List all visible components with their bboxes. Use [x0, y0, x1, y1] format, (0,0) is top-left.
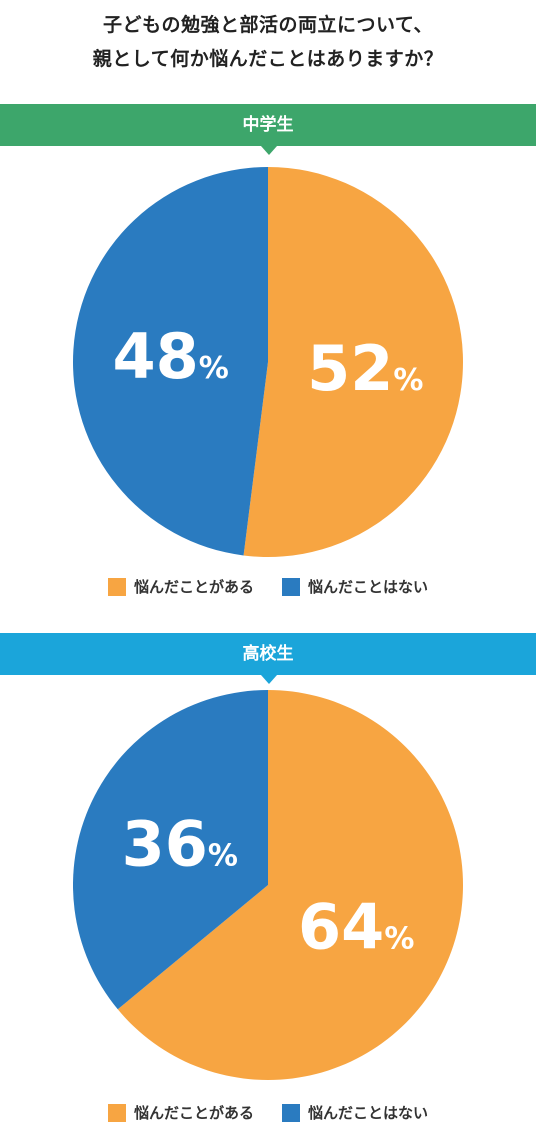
legend-swatch-orange	[107, 1103, 126, 1122]
pie-slice-label: 52%	[307, 332, 423, 405]
pie-slice-label: 64%	[298, 891, 414, 964]
legend-swatch-blue	[282, 577, 300, 596]
pie-slice-aru	[117, 690, 464, 1080]
legend-swatch-blue	[282, 1103, 300, 1122]
pie-chart-junior-high: 52% 48%	[72, 167, 463, 557]
pie-chart-high-school: 64% 36%	[73, 690, 464, 1080]
pie-slice-nai	[73, 690, 269, 1010]
legend-label: 悩んだことがある	[133, 578, 254, 596]
chart-title-high-school: 高校生	[242, 644, 294, 664]
legend-item-nai: 悩んだことはない	[282, 1102, 428, 1123]
legend-item-aru: 悩んだことがある	[107, 1102, 254, 1123]
title-line-1: 子どもの勉強と部活の両立について、	[103, 14, 433, 36]
legend-label: 悩んだことはない	[308, 1104, 429, 1122]
banner-pointer	[261, 675, 277, 684]
legend-high-school: 悩んだことがある 悩んだことはない	[0, 1102, 536, 1123]
pie-slice-nai	[72, 167, 268, 556]
pie-slice-label: 48%	[113, 320, 229, 393]
legend-label: 悩んだことはない	[308, 578, 429, 596]
banner-pointer	[261, 146, 277, 155]
chart-title-junior-high: 中学生	[242, 115, 294, 135]
pie-slice-label: 36%	[122, 807, 238, 880]
legend-junior-high: 悩んだことがある 悩んだことはない	[0, 576, 536, 597]
pie-slice-aru	[243, 167, 463, 557]
title-line-2: 親として何か悩んだことはありますか？	[92, 48, 444, 70]
legend-swatch-orange	[107, 577, 126, 596]
legend-item-nai: 悩んだことはない	[282, 576, 428, 597]
legend-item-aru: 悩んだことがある	[107, 576, 254, 597]
chart-banner-high-school: 高校生	[0, 633, 536, 684]
legend-label: 悩んだことがある	[133, 1104, 254, 1122]
chart-banner-junior-high: 中学生	[0, 104, 536, 155]
